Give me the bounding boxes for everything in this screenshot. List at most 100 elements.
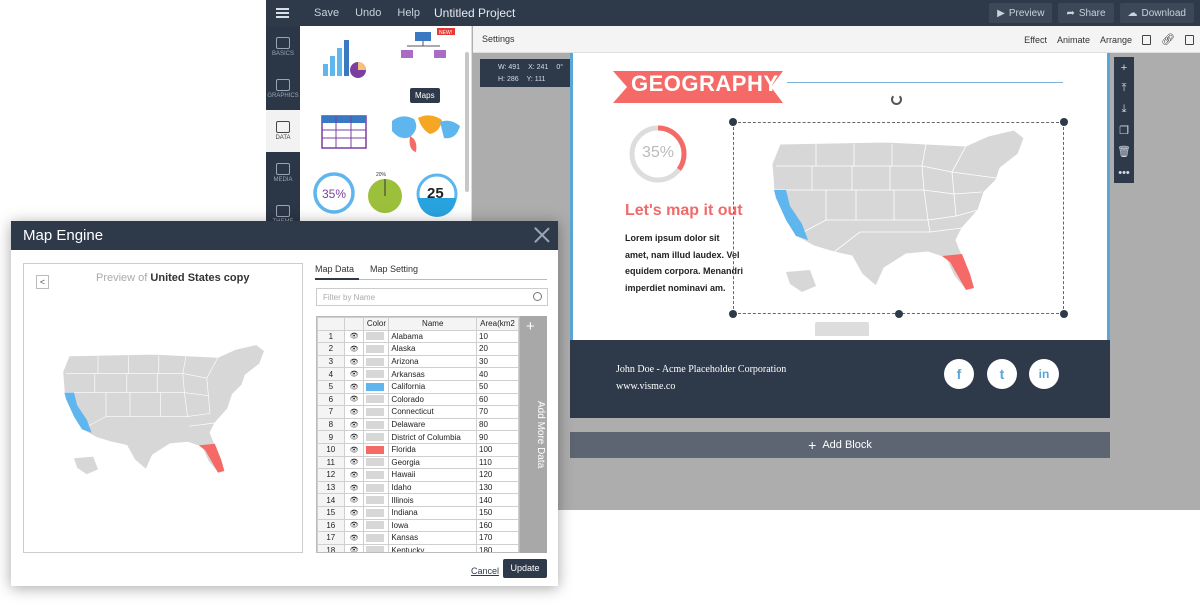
name-cell[interactable]: Alabama <box>388 329 478 344</box>
gauge-widget[interactable]: 20% <box>368 172 402 213</box>
name-cell[interactable]: Florida <box>388 442 478 457</box>
table-row[interactable]: 2 👁︎ Alaska 20 <box>317 342 519 356</box>
eye-icon[interactable]: 👁︎ <box>343 543 365 552</box>
share-button[interactable]: ➦ Share <box>1058 3 1114 23</box>
eye-icon[interactable]: 👁︎ <box>343 329 365 344</box>
color-cell[interactable] <box>363 430 390 444</box>
width-value[interactable]: W: 491 <box>498 64 521 71</box>
color-cell[interactable] <box>363 531 390 545</box>
color-cell[interactable] <box>363 342 390 356</box>
help-menu-item[interactable]: Help <box>397 7 420 19</box>
name-cell[interactable]: Hawaii <box>388 468 478 482</box>
tab-map-setting[interactable]: Map Setting <box>370 264 419 274</box>
name-cell[interactable]: Georgia <box>388 455 478 470</box>
delete-icon[interactable]: 🗑︎ <box>1117 146 1131 158</box>
color-swatch[interactable] <box>366 458 385 467</box>
color-swatch[interactable] <box>366 370 385 379</box>
name-cell[interactable]: Idaho <box>388 480 478 495</box>
florida-state[interactable] <box>942 254 974 290</box>
sidebar-item-basics[interactable]: BASICS <box>266 26 300 68</box>
color-cell[interactable] <box>363 455 390 470</box>
color-swatch[interactable] <box>366 521 385 530</box>
name-cell[interactable]: District of Columbia <box>388 430 478 444</box>
color-swatch[interactable] <box>366 508 385 517</box>
table-row[interactable]: 6 👁︎ Colorado 60 <box>317 392 519 407</box>
add-more-data-button[interactable]: + Add More Data <box>520 316 547 553</box>
eye-icon[interactable]: 👁︎ <box>343 379 365 394</box>
eye-icon[interactable]: 👁︎ <box>343 493 365 507</box>
color-cell[interactable] <box>363 442 390 457</box>
link-icon[interactable]: 🔗︎ <box>1161 34 1175 46</box>
table-row[interactable]: 1 👁︎ Alabama 10 <box>317 329 519 344</box>
animate-button[interactable]: Animate <box>1056 34 1090 45</box>
undo-menu-item[interactable]: Undo <box>355 7 382 19</box>
height-value[interactable]: H: 286 <box>498 76 519 83</box>
area-cell[interactable]: 130 <box>476 480 519 495</box>
resize-handle-s[interactable] <box>895 310 903 318</box>
area-cell[interactable]: 70 <box>476 405 519 419</box>
color-swatch[interactable] <box>366 470 385 479</box>
download-button[interactable]: ☁ Download <box>1119 3 1194 23</box>
slide-body-text[interactable]: Lorem ipsum dolor sit amet, nam illud la… <box>625 233 744 293</box>
table-row[interactable]: 7 👁︎ Connecticut 70 <box>317 405 519 419</box>
area-cell[interactable]: 10 <box>476 329 519 344</box>
sidebar-item-data[interactable]: DATA <box>266 110 300 152</box>
rotation-value[interactable]: 0° <box>556 64 564 71</box>
resize-handle-sw[interactable] <box>729 310 737 318</box>
area-cell[interactable]: 50 <box>476 379 519 394</box>
color-swatch[interactable] <box>366 546 385 552</box>
table-row[interactable]: 10 👁︎ Florida 100 <box>317 442 519 457</box>
name-cell[interactable]: California <box>388 379 478 394</box>
table-row[interactable]: 11 👁︎ Georgia 110 <box>317 455 519 470</box>
table-row[interactable]: 5 👁︎ California 50 <box>317 379 519 394</box>
area-cell[interactable]: 110 <box>476 455 519 470</box>
block-resize-tab[interactable] <box>815 322 869 336</box>
color-swatch[interactable] <box>366 395 385 404</box>
color-swatch[interactable] <box>366 533 385 542</box>
trash-icon[interactable] <box>1185 34 1194 45</box>
name-cell[interactable]: Indiana <box>388 505 478 520</box>
table-row[interactable]: 18 👁︎ Kentucky 180 <box>317 543 519 552</box>
move-up-icon[interactable]: ⤒ <box>1121 82 1127 94</box>
twitter-icon[interactable]: t <box>987 359 1017 389</box>
tab-map-data[interactable]: Map Data <box>315 262 359 280</box>
search-icon[interactable] <box>533 292 542 301</box>
alaska-state[interactable] <box>786 270 816 292</box>
name-cell[interactable]: Illinois <box>388 493 478 507</box>
sidebar-item-graphics[interactable]: GRAPHICS <box>266 68 300 110</box>
bar-chart-widget[interactable] <box>323 40 366 78</box>
duplicate-icon[interactable]: ❐ <box>1119 125 1129 137</box>
resize-handle-se[interactable] <box>1060 310 1068 318</box>
color-cell[interactable] <box>363 367 390 381</box>
add-icon[interactable]: + <box>1120 61 1128 74</box>
color-swatch[interactable] <box>366 382 385 391</box>
area-cell[interactable]: 40 <box>476 367 519 381</box>
eye-icon[interactable]: 👁︎ <box>343 392 365 407</box>
area-cell[interactable]: 120 <box>476 468 519 482</box>
area-cell[interactable]: 60 <box>476 392 519 407</box>
percent-circle-widget[interactable]: 35% <box>313 172 355 214</box>
name-cell[interactable]: Kansas <box>388 531 478 545</box>
color-cell[interactable] <box>363 392 390 407</box>
name-cell[interactable]: Arkansas <box>388 367 478 381</box>
hamburger-menu-icon[interactable] <box>266 0 298 26</box>
table-row[interactable]: 13 👁︎ Idaho 130 <box>317 480 519 495</box>
area-cell[interactable]: 90 <box>476 430 519 444</box>
cancel-button[interactable]: Cancel <box>471 566 500 576</box>
area-cell[interactable]: 160 <box>476 518 519 533</box>
eye-icon[interactable]: 👁︎ <box>343 405 365 419</box>
table-row[interactable]: 16 👁︎ Iowa 160 <box>317 518 519 533</box>
table-row[interactable]: 8 👁︎ Delaware 80 <box>317 417 519 432</box>
color-swatch[interactable] <box>366 445 385 454</box>
back-icon[interactable]: < <box>36 275 49 289</box>
update-button[interactable]: Update <box>503 559 547 578</box>
more-icon[interactable]: ••• <box>1118 166 1130 179</box>
table-row[interactable]: 14 👁︎ Illinois 140 <box>317 493 519 507</box>
california-state[interactable] <box>774 190 808 240</box>
eye-icon[interactable]: 👁︎ <box>343 468 365 482</box>
area-cell[interactable]: 140 <box>476 493 519 507</box>
table-row[interactable]: 9 👁︎ District of Columbia 90 <box>317 430 519 444</box>
color-swatch[interactable] <box>366 483 385 492</box>
table-row[interactable]: 4 👁︎ Arkansas 40 <box>317 367 519 381</box>
footer-url[interactable]: www.visme.co <box>616 381 676 392</box>
